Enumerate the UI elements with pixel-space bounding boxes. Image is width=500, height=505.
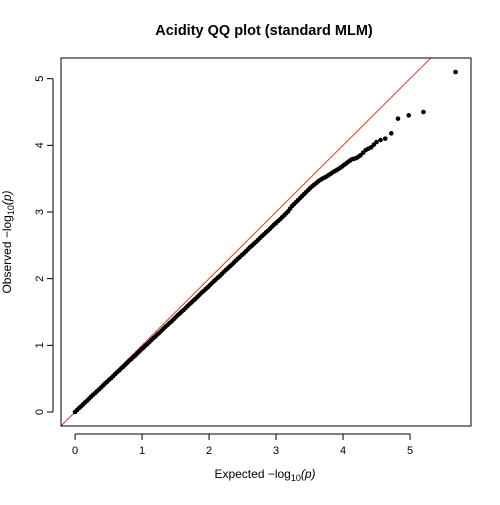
data-point	[382, 136, 388, 141]
data-point	[388, 131, 394, 136]
data-point	[406, 113, 411, 118]
plot-frame	[60, 57, 472, 427]
data-points	[72, 69, 458, 415]
data-point	[453, 69, 458, 75]
x-axis-label: Expected −log10(p)	[214, 467, 315, 483]
x-tick-label: 3	[273, 445, 279, 457]
x-tick-label: 0	[72, 445, 78, 457]
x-tick-label: 5	[407, 445, 413, 457]
data-point	[374, 139, 379, 145]
y-tick-label: 5	[34, 76, 46, 82]
x-axis: 0 1 2 3 4 5	[72, 433, 413, 457]
chart-title: Acidity QQ plot (standard MLM)	[155, 23, 373, 39]
y-tick-label: 3	[34, 209, 46, 215]
data-point	[378, 137, 383, 143]
x-tick-label: 2	[206, 445, 212, 457]
y-tick-label: 0	[34, 409, 46, 415]
data-point	[421, 109, 426, 115]
y-axis-label: Observed −log10(p)	[0, 190, 16, 293]
y-tick-label: 4	[34, 142, 46, 148]
y-tick-label: 2	[34, 276, 46, 282]
y-axis: 0 1 2 3 4 5	[34, 76, 54, 415]
y-tick-label: 1	[34, 342, 46, 348]
data-point	[395, 116, 401, 121]
x-tick-label: 4	[340, 445, 346, 457]
x-tick-label: 1	[139, 445, 145, 457]
plot-region	[60, 57, 472, 427]
